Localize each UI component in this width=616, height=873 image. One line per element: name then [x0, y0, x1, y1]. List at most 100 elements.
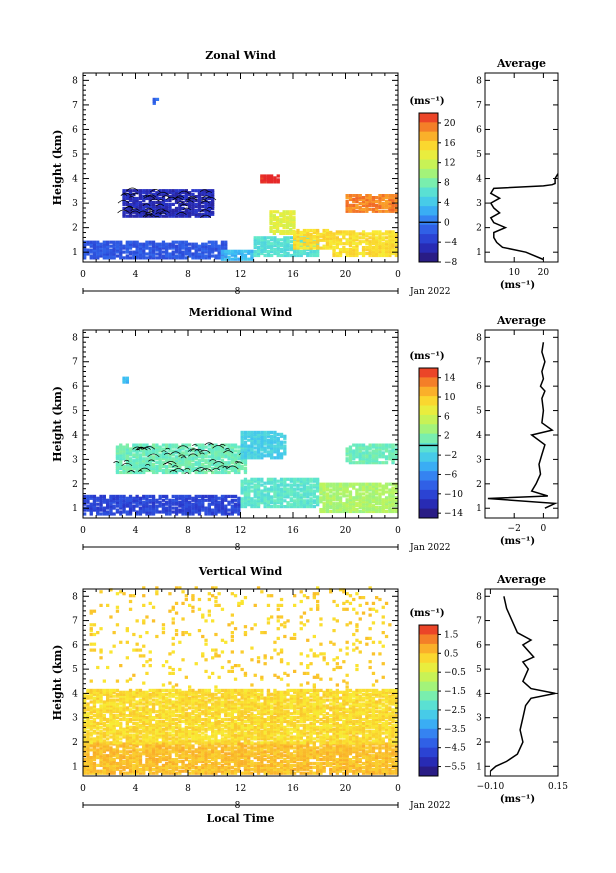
- heatmap-cell: [352, 199, 356, 204]
- heatmap-cell: [194, 208, 198, 212]
- heatmap-cell: [122, 214, 126, 218]
- heatmap-cell: [381, 498, 385, 502]
- heatmap-cell: [145, 468, 149, 473]
- heatmap-cell: [243, 758, 248, 762]
- heatmap-cell: [365, 207, 369, 211]
- heatmap-cell: [316, 756, 320, 760]
- heatmap-cell: [365, 447, 369, 451]
- heatmap-cell: [237, 742, 241, 746]
- heatmap-cell: [266, 501, 271, 505]
- heatmap-cell: [394, 504, 398, 508]
- heatmap-cell: [135, 771, 139, 775]
- heatmap-cell: [191, 204, 195, 208]
- heatmap-cell: [316, 251, 320, 256]
- heatmap-cell: [329, 748, 333, 752]
- heatmap-cell: [269, 222, 273, 226]
- heatmap-cell: [165, 756, 169, 760]
- heatmap-cell: [230, 765, 234, 769]
- heatmap-cell: [361, 230, 366, 234]
- heatmap-cell: [247, 756, 251, 760]
- heatmap-cell: [220, 771, 225, 775]
- heatmap-cell: [394, 457, 398, 461]
- heatmap-cell: [270, 485, 274, 489]
- heatmap-cell: [299, 230, 303, 234]
- heatmap-cell: [394, 488, 398, 492]
- heatmap-cell: [289, 489, 293, 493]
- heatmap-cell: [302, 505, 307, 509]
- heatmap-cell: [168, 470, 172, 475]
- heatmap-cell: [256, 761, 261, 766]
- heatmap-cell: [335, 752, 339, 756]
- heatmap-cell: [375, 482, 379, 486]
- heatmap-cell: [128, 465, 133, 469]
- heatmap-cell: [338, 484, 343, 488]
- heatmap-cell: [165, 767, 169, 771]
- heatmap-cell: [240, 759, 244, 764]
- heatmap-cell: [161, 504, 166, 508]
- heatmap-cell: [289, 756, 293, 760]
- heatmap-cell: [109, 240, 113, 244]
- heatmap-cell: [207, 455, 211, 459]
- y-tick-label: 6: [72, 382, 78, 392]
- heatmap-cell: [128, 502, 133, 506]
- heatmap-cell: [371, 196, 376, 200]
- heatmap-cell: [135, 254, 139, 258]
- heatmap-cell: [289, 485, 293, 489]
- heatmap-cell: [142, 500, 146, 504]
- heatmap-cell: [335, 232, 339, 236]
- heatmap-cell: [125, 202, 129, 206]
- heatmap-cell: [201, 453, 205, 457]
- heatmap-cell: [138, 756, 143, 760]
- heatmap-cell: [358, 205, 362, 209]
- heatmap-cell: [384, 742, 389, 746]
- heatmap-cell: [161, 244, 166, 248]
- heatmap-cell: [240, 742, 244, 746]
- heatmap-cell: [191, 750, 195, 754]
- heatmap-cell: [148, 746, 152, 750]
- heatmap-cell: [207, 498, 211, 502]
- heatmap-cell: [302, 754, 307, 758]
- heatmap-cell: [293, 487, 297, 491]
- heatmap-cell: [345, 504, 349, 508]
- heatmap-cell: [112, 248, 116, 252]
- heatmap-cell: [345, 253, 349, 258]
- heatmap-cell: [289, 477, 293, 481]
- heatmap-cell: [233, 746, 238, 750]
- heatmap-cell: [92, 723, 97, 727]
- heatmap-cell: [171, 461, 175, 465]
- heatmap-cell: [381, 445, 385, 449]
- heatmap-cell: [217, 246, 221, 250]
- heatmap-cell: [204, 744, 208, 748]
- heatmap-cell: [204, 200, 208, 205]
- heatmap-cell: [165, 500, 169, 504]
- heatmap-cell: [352, 234, 356, 238]
- heatmap-cell: [384, 251, 389, 256]
- y-tick-label: 7: [72, 358, 78, 368]
- heatmap-cell: [194, 242, 198, 246]
- colorbar-tick-label: 8: [444, 179, 450, 189]
- heatmap-cell: [86, 708, 90, 712]
- heatmap-cell: [194, 510, 198, 514]
- heatmap-cell: [181, 502, 185, 506]
- heatmap-cell: [181, 463, 185, 467]
- heatmap-cell: [335, 506, 339, 510]
- heatmap-cell: [273, 752, 277, 756]
- heatmap-cell: [115, 504, 120, 508]
- heatmap-cell: [119, 510, 123, 514]
- heatmap-cell: [197, 746, 202, 750]
- heatmap-cell: [191, 242, 195, 246]
- heatmap-cell: [316, 771, 320, 775]
- heatmap-cell: [365, 451, 369, 455]
- heatmap-cell: [161, 200, 166, 205]
- heatmap-cell: [273, 240, 277, 244]
- heatmap-cell: [135, 459, 139, 463]
- heatmap-cell: [289, 503, 293, 507]
- heatmap-cell: [335, 244, 339, 248]
- heatmap-cell: [275, 229, 280, 233]
- heatmap-cell: [102, 500, 106, 504]
- heatmap-cell: [365, 482, 369, 486]
- heatmap-cell: [122, 756, 126, 760]
- heatmap-cell: [217, 449, 221, 453]
- heatmap-cell: [86, 690, 90, 694]
- heatmap-cell: [381, 244, 385, 248]
